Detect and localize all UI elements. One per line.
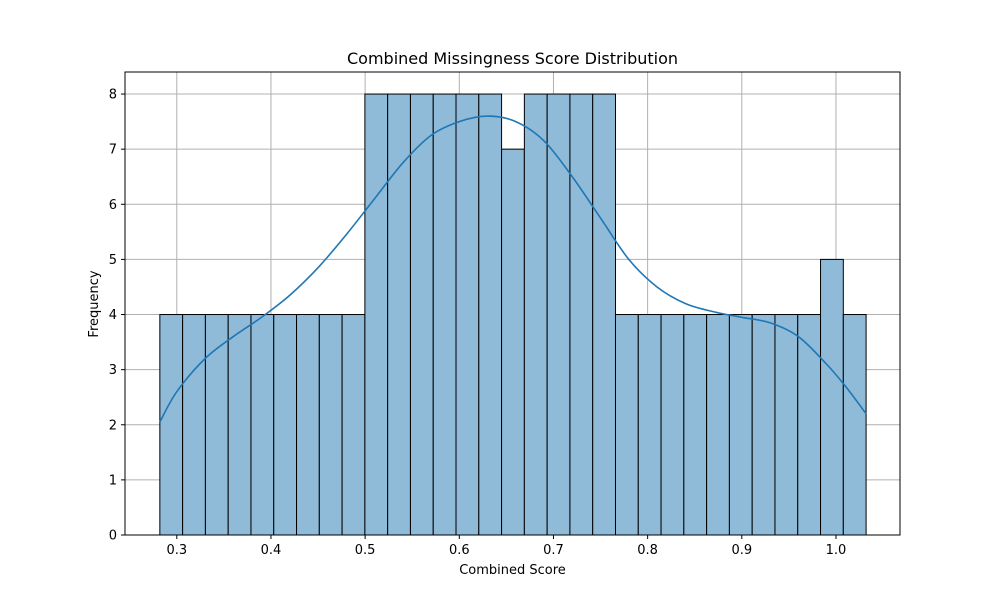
histogram-bar (387, 93, 411, 536)
y-tick-label: 8 (109, 88, 117, 103)
y-tick-label: 5 (109, 253, 117, 268)
x-tick-label: 0.5 (355, 543, 376, 558)
histogram-bar (318, 314, 343, 536)
histogram-bar (364, 93, 389, 536)
histogram-bar (227, 314, 252, 536)
histogram-bar (614, 314, 639, 536)
histogram-bar (706, 314, 730, 536)
histogram-bar (341, 314, 366, 536)
kde-curve (159, 115, 867, 423)
histogram-bar (660, 314, 685, 536)
histogram-bar (501, 148, 525, 536)
histogram-bar (728, 314, 753, 536)
histogram-bar (569, 93, 594, 536)
histogram-bar (159, 314, 184, 536)
y-tick-label: 7 (109, 143, 117, 158)
y-tick-label: 3 (109, 363, 117, 378)
histogram-bar (250, 314, 275, 536)
plot-frame (124, 71, 901, 536)
x-tick-label: 0.9 (731, 543, 752, 558)
histogram-bar (820, 258, 844, 536)
histogram-bar (204, 314, 229, 536)
y-tick-label: 0 (109, 529, 117, 544)
y-tick-label: 1 (109, 473, 117, 488)
histogram-bar (182, 314, 206, 536)
x-axis-label: Combined Score (459, 563, 566, 578)
y-axis-label: Frequency (87, 270, 102, 337)
histogram-bar (546, 93, 571, 536)
histogram-bar (296, 314, 320, 536)
x-tick-label: 0.4 (261, 543, 282, 558)
histogram-bar (751, 314, 776, 536)
y-tick-label: 2 (109, 418, 117, 433)
x-tick-label: 0.6 (449, 543, 470, 558)
x-tick-label: 0.8 (637, 543, 658, 558)
histogram-bar (797, 314, 822, 536)
histogram-bar (455, 93, 480, 536)
histogram-bar (842, 314, 867, 536)
histogram-bar (523, 93, 548, 536)
histogram-bar (683, 314, 708, 536)
histogram-bar (478, 93, 503, 536)
histogram-bar (273, 314, 298, 536)
x-tick-label: 0.3 (166, 543, 187, 558)
histogram-bar (637, 314, 662, 536)
y-tick-label: 4 (109, 308, 117, 323)
chart-title: Combined Missingness Score Distribution (347, 49, 678, 68)
histogram-bar (409, 93, 434, 536)
histogram-bar (432, 93, 457, 536)
x-tick-label: 1.0 (826, 543, 847, 558)
x-axis-ticks: 0.3 0.4 0.5 0.6 0.7 0.8 0.9 1.0 (166, 535, 846, 558)
histogram-bar (592, 93, 616, 536)
x-tick-label: 0.7 (543, 543, 564, 558)
histogram-bar (774, 314, 799, 536)
y-axis-ticks: 0 1 2 3 4 5 6 7 8 (109, 88, 125, 544)
y-tick-label: 6 (109, 198, 117, 213)
